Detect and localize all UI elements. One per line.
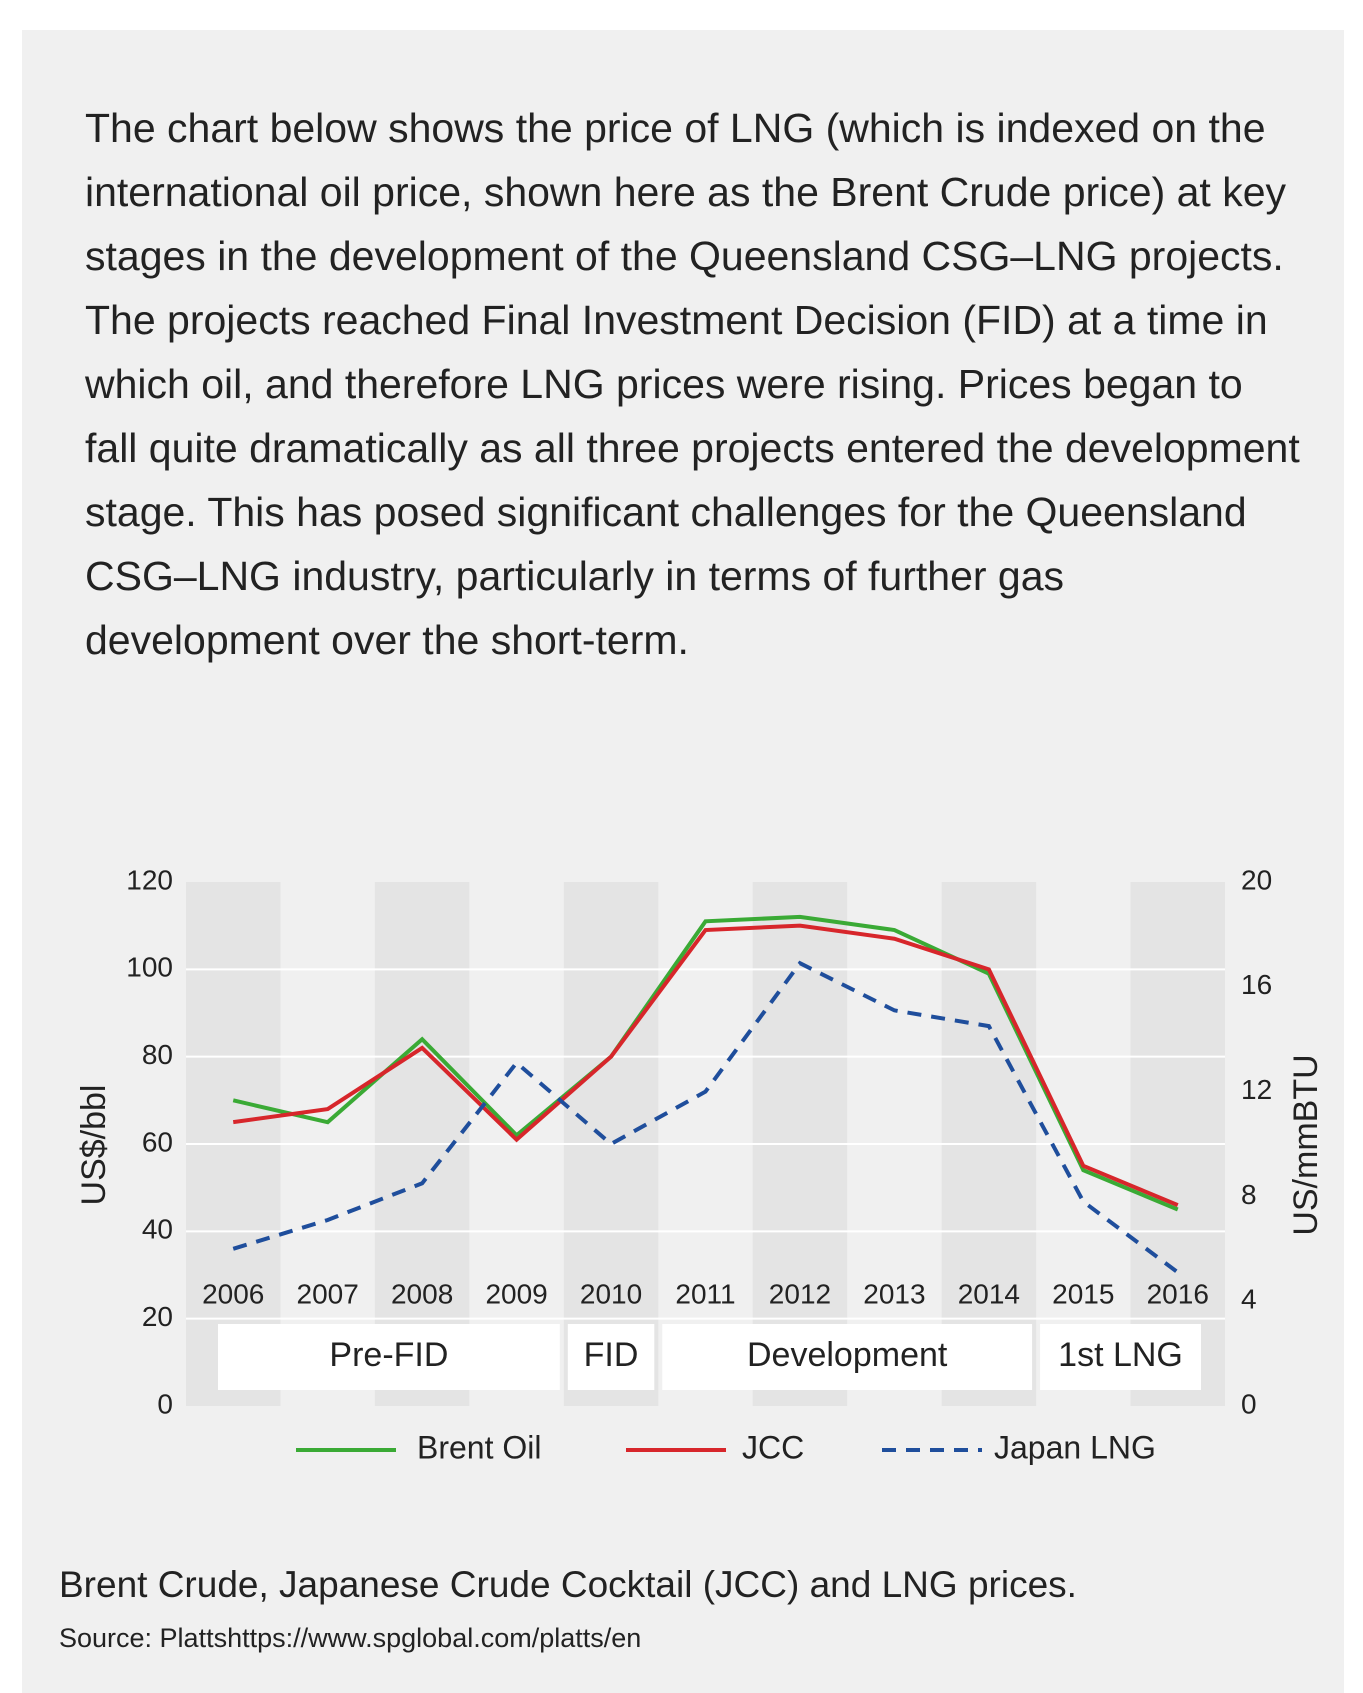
intro-text: The chart below shows the price of LNG (…: [85, 105, 1300, 663]
x-tick-label: 2013: [863, 1278, 925, 1309]
stage-box: [567, 1324, 655, 1390]
y2-tick-label: 16: [1241, 969, 1272, 1000]
source: Source: Plattshttps://www.spglobal.com/p…: [59, 1623, 641, 1653]
stage-label: Pre-FID: [329, 1336, 448, 1374]
stage-label: FID: [584, 1336, 639, 1374]
y-tick-label: 60: [142, 1126, 173, 1157]
y-tick-label: 20: [142, 1301, 173, 1332]
y-tick-label: 100: [126, 952, 173, 983]
stage-label: Development: [747, 1336, 948, 1374]
panel: [22, 30, 1344, 1693]
y-tick-label: 80: [142, 1039, 173, 1070]
legend-label: Japan LNG: [994, 1429, 1156, 1465]
y2-tick-label: 0: [1241, 1388, 1257, 1419]
y2-tick-label: 8: [1241, 1179, 1257, 1210]
y-tick-label: 120: [126, 864, 173, 895]
y2-tick-label: 4: [1241, 1284, 1257, 1315]
x-tick-label: 2009: [485, 1278, 547, 1309]
x-tick-label: 2016: [1147, 1278, 1209, 1309]
y-tick-label: 40: [142, 1214, 173, 1245]
x-tick-label: 2011: [675, 1278, 735, 1309]
stage-label: 1st LNG: [1058, 1336, 1183, 1374]
y2-tick-label: 12: [1241, 1074, 1272, 1105]
legend-label: JCC: [742, 1429, 804, 1465]
caption: Brent Crude, Japanese Crude Cocktail (JC…: [59, 1564, 1077, 1605]
series-line: [232, 960, 1179, 1274]
stage-box: [1040, 1324, 1201, 1390]
x-tick-label: 2007: [297, 1278, 359, 1309]
x-tick-label: 2012: [769, 1278, 831, 1309]
y-axis-label: US$/bbl: [75, 1085, 113, 1206]
x-tick-label: 2014: [958, 1278, 1020, 1309]
stage-box: [662, 1324, 1033, 1390]
x-tick-label: 2006: [202, 1278, 264, 1309]
series-line: [232, 923, 1179, 1207]
x-tick-label: 2008: [391, 1278, 453, 1309]
y2-tick-label: 20: [1241, 864, 1272, 895]
x-tick-label: 2010: [580, 1278, 642, 1309]
stage-box: [218, 1324, 560, 1390]
legend-label: Brent Oil: [417, 1429, 541, 1465]
y-tick-label: 0: [157, 1388, 173, 1419]
y2-axis-label: US/mmBTU: [1287, 1054, 1325, 1235]
x-tick-label: 2015: [1052, 1278, 1114, 1309]
